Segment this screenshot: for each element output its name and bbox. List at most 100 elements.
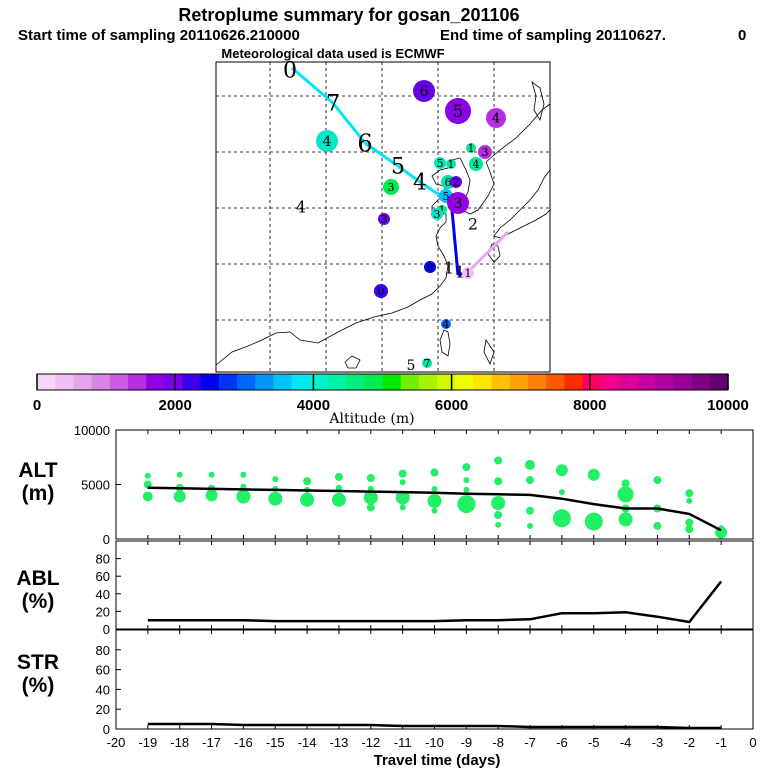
figure-title: Retroplume summary for gosan_201106: [178, 5, 519, 25]
alt-point: [494, 477, 503, 486]
alt-point: [268, 491, 283, 506]
alt-point: [205, 489, 218, 502]
x-tick-label: -5: [588, 735, 600, 750]
abl-panel-unit: (%): [22, 590, 55, 613]
colorbar-tick-label: 8000: [573, 397, 606, 414]
str-panel-title: STR: [17, 651, 59, 674]
coastline-hainan: [344, 355, 361, 369]
colorbar-cell: [637, 374, 656, 390]
colorbar-cell: [218, 374, 238, 390]
x-tick-label: -20: [107, 735, 126, 750]
alt-point: [552, 509, 571, 528]
alt-point: [653, 476, 662, 485]
trajectory-segment: [397, 164, 421, 184]
colorbar-title: Altitude (m): [328, 411, 414, 427]
alt-point: [686, 497, 693, 504]
trajectory-marker-label: 7: [424, 357, 431, 370]
y-tick-label: 40: [96, 682, 110, 697]
trajectory-day-label: 5: [391, 155, 405, 180]
str-panel-unit: (%): [22, 674, 55, 697]
x-tick-label: -1: [715, 735, 727, 750]
trajectory-segment: [331, 102, 367, 144]
x-tick-label: -10: [425, 735, 444, 750]
alt-point: [366, 503, 375, 512]
y-tick-label: 60: [96, 569, 110, 584]
x-tick-label: -14: [298, 735, 317, 750]
alt-point: [303, 477, 312, 486]
trajectory-marker: [478, 145, 492, 159]
x-tick-label: -9: [461, 735, 473, 750]
colorbar-tick-label: 10000: [707, 397, 749, 414]
alt-point: [685, 525, 694, 534]
trajectory-day-label: 5: [407, 358, 416, 374]
x-tick-label: 0: [749, 735, 756, 750]
y-tick-label: 0: [103, 622, 110, 637]
trajectory-marker: [431, 208, 443, 220]
trajectory-marker: [466, 143, 476, 153]
alt-point: [621, 479, 630, 488]
colorbar-cell: [309, 374, 329, 390]
x-tick-label: -7: [524, 735, 536, 750]
alt-panel-unit: (m): [22, 482, 55, 505]
alt-panel: ALT (m) 10000 5000 0: [18, 423, 754, 547]
trajectory-marker-label: 4: [492, 112, 500, 127]
met-data-label: Meteorological data used is ECMWF: [221, 46, 444, 61]
trajectory-marker: [462, 267, 474, 279]
alt-point: [555, 464, 568, 477]
colorbar-cell: [200, 374, 220, 390]
trajectory-marker-label: 3: [453, 196, 462, 212]
alt-point: [527, 522, 533, 529]
colorbar-cell: [127, 374, 147, 390]
coastline-korea: [459, 157, 495, 215]
x-tick-label: -13: [330, 735, 349, 750]
colorbar-cell: [418, 374, 438, 390]
alt-point: [526, 506, 534, 515]
trajectory-marker: [486, 108, 506, 128]
alt-point: [399, 504, 406, 511]
colorbar-cell: [182, 374, 202, 390]
trajectory-day-label: 1: [444, 259, 454, 278]
trajectory-marker-label: 1: [448, 158, 455, 171]
trajectory-marker: [441, 319, 451, 329]
trajectory-marker-label: 3: [381, 213, 388, 226]
trajectory-marker: [450, 176, 462, 188]
alt-point: [427, 493, 442, 508]
altitude-colorbar: 0 2000 4000 6000 8000 10000 Altitude (m): [33, 373, 749, 427]
colorbar-cell: [473, 374, 493, 390]
alt-point: [526, 476, 534, 485]
trajectory-day-label: 6: [357, 129, 372, 157]
trajectory-marker-label: 4: [473, 158, 480, 171]
colorbar-cell: [709, 374, 729, 390]
trajectory-segment: [466, 230, 510, 274]
alt-point: [272, 476, 279, 483]
alt-point: [173, 490, 186, 503]
trajectory-marker: [413, 80, 435, 102]
colorbar-cell: [37, 374, 56, 390]
trajectory-marker-label: 3: [388, 181, 395, 194]
x-tick-labels: -20 -19 -18 -17 -16 -15 -14 -13 -12 -11 -10 -9 -8 -7-…: [107, 735, 757, 750]
colorbar-cell: [600, 374, 620, 390]
x-tick-label: -3: [652, 735, 664, 750]
colorbar-cell: [55, 374, 74, 390]
trajectory-marker-label: 4: [322, 134, 331, 150]
y-tick-label: 20: [96, 604, 110, 619]
y-tick-label: 80: [96, 552, 110, 567]
colorbar-cell: [655, 374, 675, 390]
alt-point: [399, 479, 406, 486]
alt-point: [335, 484, 342, 491]
y-tick-label: 5000: [81, 478, 110, 493]
abl-line: [147, 580, 723, 624]
alt-point: [463, 477, 470, 484]
coastline-japan: [493, 169, 551, 239]
colorbar-cell: [691, 374, 711, 390]
trajectory-segment: [364, 141, 399, 168]
alt-points: [142, 456, 728, 539]
abl-panel: ABL (%) 80 60 40 20 0: [16, 540, 754, 637]
trajectory-marker: [434, 157, 446, 169]
coastline-taiwan: [439, 329, 451, 357]
colorbar-cell: [437, 374, 456, 390]
trajectory-marker-label: 3: [434, 208, 441, 221]
colorbar-cell: [618, 374, 638, 390]
